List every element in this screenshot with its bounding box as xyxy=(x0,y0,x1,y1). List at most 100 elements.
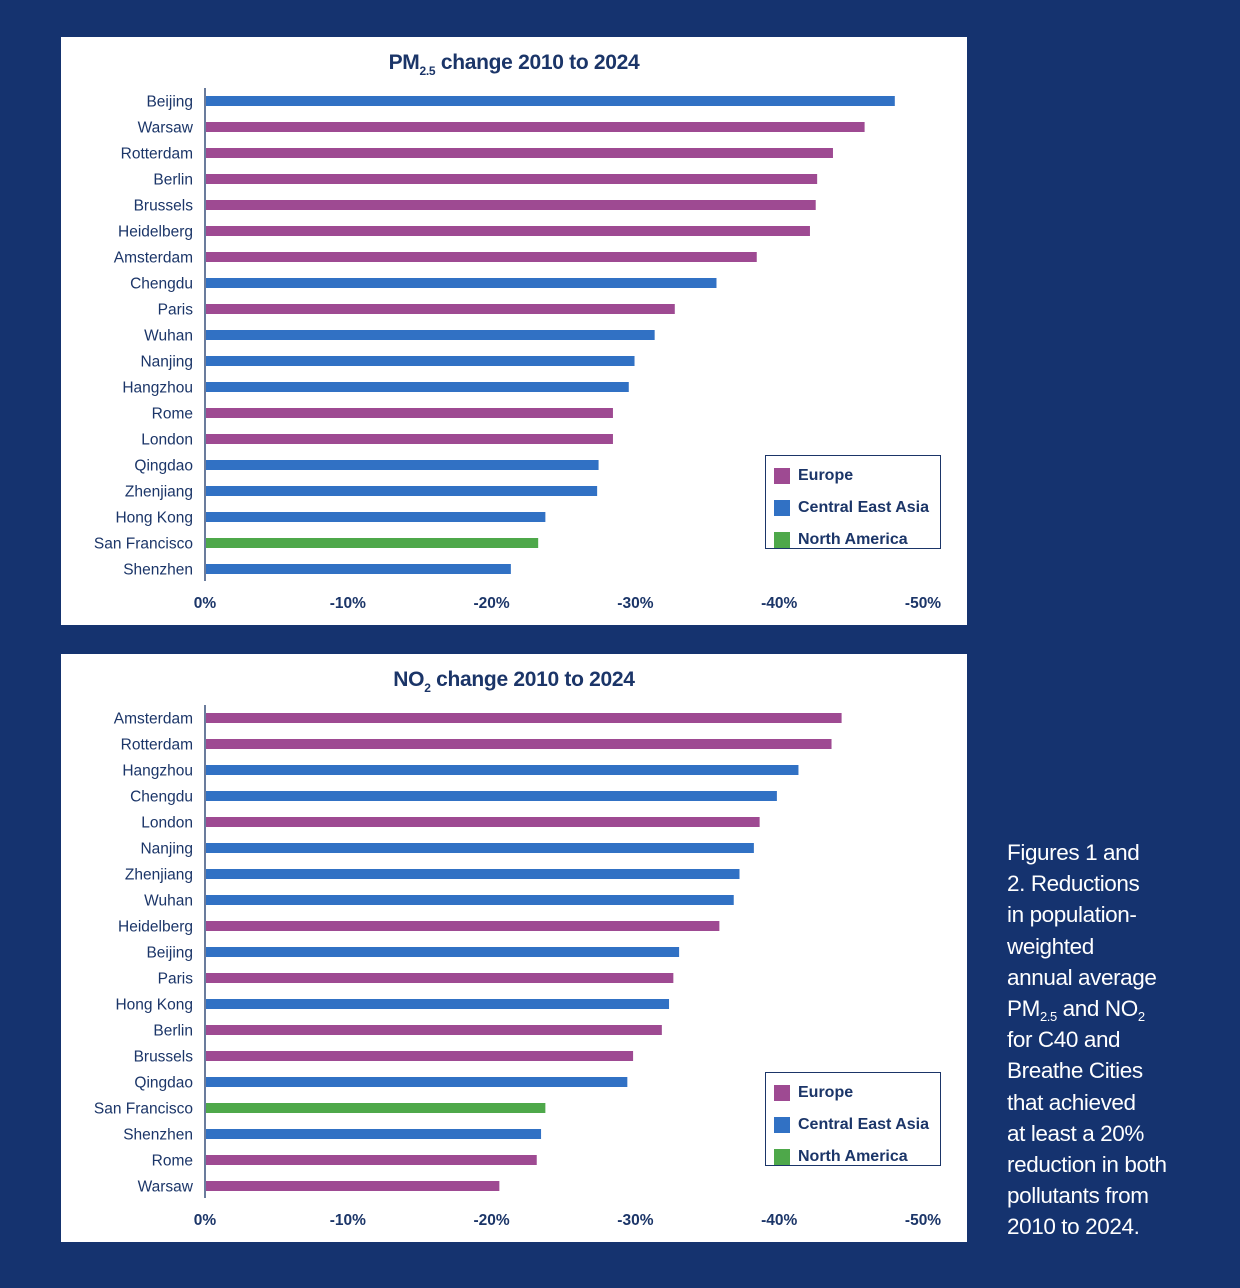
x-tick-label: -20% xyxy=(474,1212,510,1229)
bar-brussels xyxy=(206,200,816,210)
category-label: Berlin xyxy=(153,172,193,189)
no2-bar-chart: Amsterdam Rotterdam Hangzhou Chengdu London N… xyxy=(94,705,941,1229)
legend-item-europe: Europe xyxy=(766,1077,940,1109)
bar-san-francisco xyxy=(206,538,539,548)
x-tick-label: -40% xyxy=(761,595,797,612)
caption-line: for C40 and xyxy=(1007,1027,1121,1053)
x-tick-label: -50% xyxy=(905,595,941,612)
bar-qingdao xyxy=(206,1077,628,1087)
bar-zhenjiang xyxy=(206,869,740,879)
category-label: London xyxy=(141,815,193,832)
x-tick-label: -40% xyxy=(761,1212,797,1229)
legend-item-north-america: North America xyxy=(766,1141,940,1173)
legend-swatch-europe xyxy=(774,468,790,484)
chart-title-rest: change 2010 to 2024 xyxy=(430,668,635,691)
category-label: Shenzhen xyxy=(123,562,193,579)
category-label: Chengdu xyxy=(130,789,193,806)
legend-item-central-east-asia: Central East Asia xyxy=(766,1109,940,1141)
bar-zhenjiang xyxy=(206,486,598,496)
bar-hangzhou xyxy=(206,382,629,392)
category-label: Wuhan xyxy=(144,328,193,345)
category-label: Warsaw xyxy=(138,120,194,137)
caption-line: 2010 to 2024. xyxy=(1007,1214,1140,1240)
pm25-chart-panel: PM2.5 change 2010 to 2024 Beijing Warsaw R… xyxy=(61,37,967,625)
category-label: Wuhan xyxy=(144,893,193,910)
legend-swatch-europe xyxy=(774,1085,790,1101)
bar-rome xyxy=(206,408,613,418)
caption-and-no: and NO xyxy=(1056,996,1139,1022)
category-label: Qingdao xyxy=(134,458,193,475)
category-label: Beijing xyxy=(146,945,193,962)
bar-hangzhou xyxy=(206,765,799,775)
bar-hong-kong xyxy=(206,999,670,1009)
category-label: Heidelberg xyxy=(118,224,193,241)
caption-line: 2. Reductions xyxy=(1007,871,1140,897)
pm25-bar-chart: Beijing Warsaw Rotterdam Berlin Brussels Heid… xyxy=(94,88,941,612)
bar-amsterdam xyxy=(206,252,757,262)
category-label: Nanjing xyxy=(140,354,193,371)
bar-shenzhen xyxy=(206,564,511,574)
category-label: Hangzhou xyxy=(122,763,193,780)
x-tick-label: -10% xyxy=(330,1212,366,1229)
bar-beijing xyxy=(206,947,680,957)
caption-line: at least a 20% xyxy=(1007,1120,1144,1146)
category-label: Rome xyxy=(152,406,193,423)
bar-chengdu xyxy=(206,278,717,288)
bar-nanjing xyxy=(206,843,754,853)
category-label: Amsterdam xyxy=(114,250,193,267)
bar-berlin xyxy=(206,1025,662,1035)
caption-line: PM2.5 and NO2 xyxy=(1007,993,1207,1024)
legend-item-north-america: North America xyxy=(766,524,940,556)
legend-swatch-central-east-asia xyxy=(774,1117,790,1133)
bar-rome xyxy=(206,1155,537,1165)
category-label: Zhenjiang xyxy=(125,867,193,884)
x-tick-label: -10% xyxy=(330,595,366,612)
bar-rotterdam xyxy=(206,148,833,158)
legend-label: Europe xyxy=(798,467,854,484)
bar-san-francisco xyxy=(206,1103,546,1113)
category-label: Hong Kong xyxy=(115,510,193,527)
legend-item-central-east-asia: Central East Asia xyxy=(766,492,940,524)
category-label: Shenzhen xyxy=(123,1127,193,1144)
bar-brussels xyxy=(206,1051,634,1061)
chart-title-rest: change 2010 to 2024 xyxy=(435,51,640,74)
bar-warsaw xyxy=(206,1181,500,1191)
category-label: Beijing xyxy=(146,94,193,111)
legend-label: Central East Asia xyxy=(798,1116,930,1133)
caption-line: Breathe Cities xyxy=(1007,1058,1143,1084)
chart-legend: Europe Central East Asia North America xyxy=(765,455,941,549)
bar-nanjing xyxy=(206,356,635,366)
caption-line: Figures 1 and xyxy=(1007,840,1140,865)
legend-item-europe: Europe xyxy=(766,460,940,492)
x-tick-label: -30% xyxy=(617,595,653,612)
category-label: Rotterdam xyxy=(121,737,193,754)
bar-berlin xyxy=(206,174,818,184)
legend-swatch-central-east-asia xyxy=(774,500,790,516)
x-tick-label: -50% xyxy=(905,1212,941,1229)
category-label: Brussels xyxy=(134,198,194,215)
caption-line: in population- xyxy=(1007,902,1137,928)
bar-chengdu xyxy=(206,791,777,801)
bar-wuhan xyxy=(206,895,734,905)
category-label: London xyxy=(141,432,193,449)
caption-line: pollutants from xyxy=(1007,1183,1149,1209)
chart-title-main: PM xyxy=(388,51,420,74)
category-label: Nanjing xyxy=(140,841,193,858)
category-label: Paris xyxy=(158,971,194,988)
legend-label: North America xyxy=(798,1148,908,1165)
category-label: Warsaw xyxy=(138,1179,194,1196)
bar-wuhan xyxy=(206,330,655,340)
chart-title: PM2.5 change 2010 to 2024 xyxy=(61,51,967,77)
x-tick-label: 0% xyxy=(194,1212,217,1229)
bar-heidelberg xyxy=(206,226,810,236)
bar-hong-kong xyxy=(206,512,546,522)
legend-label: North America xyxy=(798,531,908,548)
category-label: Hong Kong xyxy=(115,997,193,1014)
category-label: Brussels xyxy=(134,1049,194,1066)
bar-amsterdam xyxy=(206,713,842,723)
bar-rotterdam xyxy=(206,739,832,749)
caption-no-subscript: 2 xyxy=(1137,1009,1145,1025)
bar-london xyxy=(206,817,760,827)
caption-line: reduction in both xyxy=(1007,1152,1167,1178)
category-label: San Francisco xyxy=(94,1101,193,1118)
